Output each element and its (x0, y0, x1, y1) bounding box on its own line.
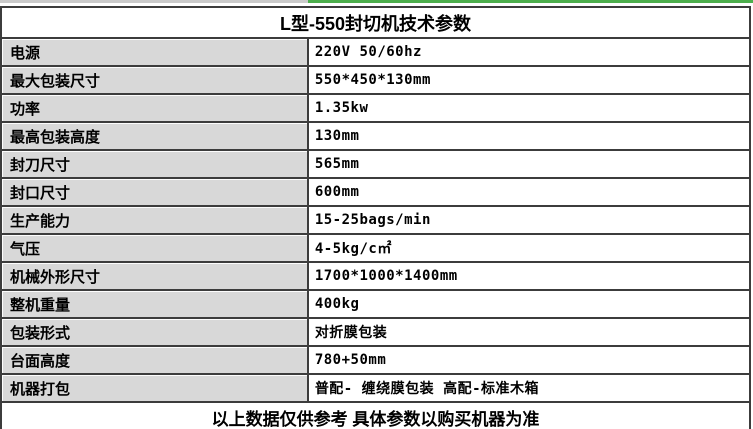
row-label: 电源 (0, 37, 309, 67)
table-row: 整机重量 400kg (0, 289, 752, 319)
row-value: 400kg (306, 289, 752, 319)
top-progress-line (0, 0, 753, 3)
row-value: 1700*1000*1400mm (306, 261, 752, 291)
row-value: 1.35kw (306, 93, 752, 123)
table-row: 生产能力 15-25bags/min (0, 205, 752, 235)
row-label: 机械外形尺寸 (0, 261, 309, 291)
table-row: 电源 220V 50/60hz (0, 37, 752, 67)
row-value: 780+50mm (306, 345, 752, 375)
table-title: L型-550封切机技术参数 (0, 6, 751, 39)
row-value: 600mm (306, 177, 752, 207)
row-value: 130mm (306, 121, 752, 151)
table-row: 最大包装尺寸 550*450*130mm (0, 65, 752, 95)
table-row: 最高包装高度 130mm (0, 121, 752, 151)
table-row: 气压 4-5kg/c㎡ (0, 233, 752, 263)
row-label: 封口尺寸 (0, 177, 309, 207)
table-footer-note: 以上数据仅供参考 具体参数以购买机器为准 (0, 401, 751, 429)
row-label: 机器打包 (0, 373, 309, 403)
table-row: 封刀尺寸 565mm (0, 149, 752, 179)
row-label: 台面高度 (0, 345, 309, 375)
row-label: 功率 (0, 93, 309, 123)
table-row: 功率 1.35kw (0, 93, 752, 123)
row-value: 对折膜包装 (306, 317, 752, 347)
table-row: 机械外形尺寸 1700*1000*1400mm (0, 261, 752, 291)
row-label: 最高包装高度 (0, 121, 309, 151)
table-title-row: L型-550封切机技术参数 (0, 6, 751, 39)
top-line-gray-segment (0, 0, 308, 3)
row-label: 包装形式 (0, 317, 309, 347)
row-value: 4-5kg/c㎡ (306, 233, 752, 263)
row-value: 550*450*130mm (306, 65, 752, 95)
row-value: 普配- 缠绕膜包装 高配-标准木箱 (306, 373, 752, 403)
row-label: 封刀尺寸 (0, 149, 309, 179)
row-value: 15-25bags/min (306, 205, 752, 235)
table-footer-row: 以上数据仅供参考 具体参数以购买机器为准 (0, 401, 751, 429)
row-value: 220V 50/60hz (306, 37, 752, 67)
spec-table: L型-550封切机技术参数 电源 220V 50/60hz 最大包装尺寸 550*45… (0, 6, 752, 429)
row-label: 气压 (0, 233, 309, 263)
row-label: 整机重量 (0, 289, 309, 319)
table-row: 机器打包 普配- 缠绕膜包装 高配-标准木箱 (0, 373, 752, 403)
top-line-green-segment (308, 0, 753, 3)
table-row: 包装形式 对折膜包装 (0, 317, 752, 347)
table-row: 封口尺寸 600mm (0, 177, 752, 207)
table-row: 台面高度 780+50mm (0, 345, 752, 375)
row-value: 565mm (306, 149, 752, 179)
row-label: 生产能力 (0, 205, 309, 235)
row-label: 最大包装尺寸 (0, 65, 309, 95)
